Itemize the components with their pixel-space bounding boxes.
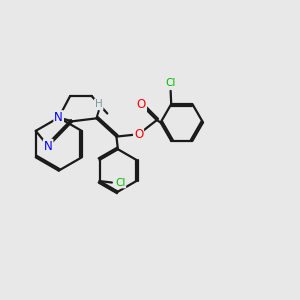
Text: O: O — [134, 128, 143, 141]
Text: H: H — [95, 99, 103, 109]
Text: Cl: Cl — [115, 178, 125, 188]
Text: Cl: Cl — [165, 79, 176, 88]
Text: N: N — [44, 140, 52, 153]
Text: N: N — [54, 111, 63, 124]
Text: O: O — [137, 98, 146, 111]
